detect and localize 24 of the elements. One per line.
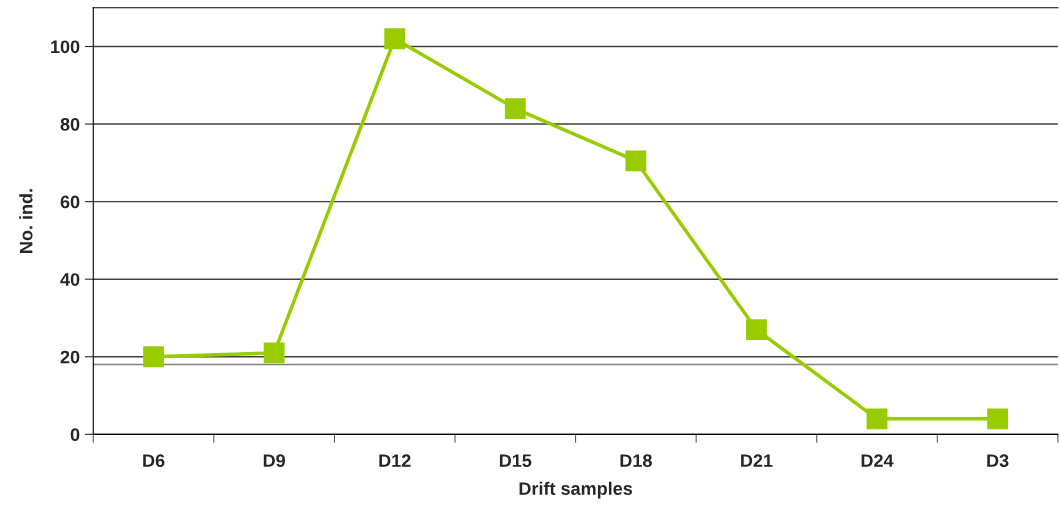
y-tick-label: 60	[60, 195, 80, 209]
point	[625, 150, 647, 172]
x-tick-label: D9	[263, 454, 286, 468]
y-tick-label: 20	[60, 350, 80, 364]
x-axis-title: Drift samples	[519, 481, 633, 499]
x-tick-label: D24	[861, 454, 894, 467]
x-tick-label: D3	[987, 454, 1009, 468]
y-tick-label: 100	[51, 40, 80, 54]
point	[263, 342, 285, 364]
x-tick-label: D12	[379, 454, 411, 467]
point	[384, 28, 406, 50]
y-tick-label: 0	[70, 428, 80, 442]
point	[987, 408, 1009, 430]
x-tick-label: D6	[143, 454, 165, 468]
point	[504, 98, 526, 119]
x-tick-label: D15	[499, 454, 532, 468]
x-tick-label: D18	[620, 454, 652, 468]
point	[866, 408, 888, 430]
x-tick-label: D21	[741, 454, 773, 467]
y-tick-label: 80	[60, 118, 80, 131]
y-tick-label: 40	[60, 273, 80, 286]
point	[143, 346, 164, 368]
point	[746, 319, 767, 341]
y-axis-title: No. ind.	[19, 189, 33, 253]
